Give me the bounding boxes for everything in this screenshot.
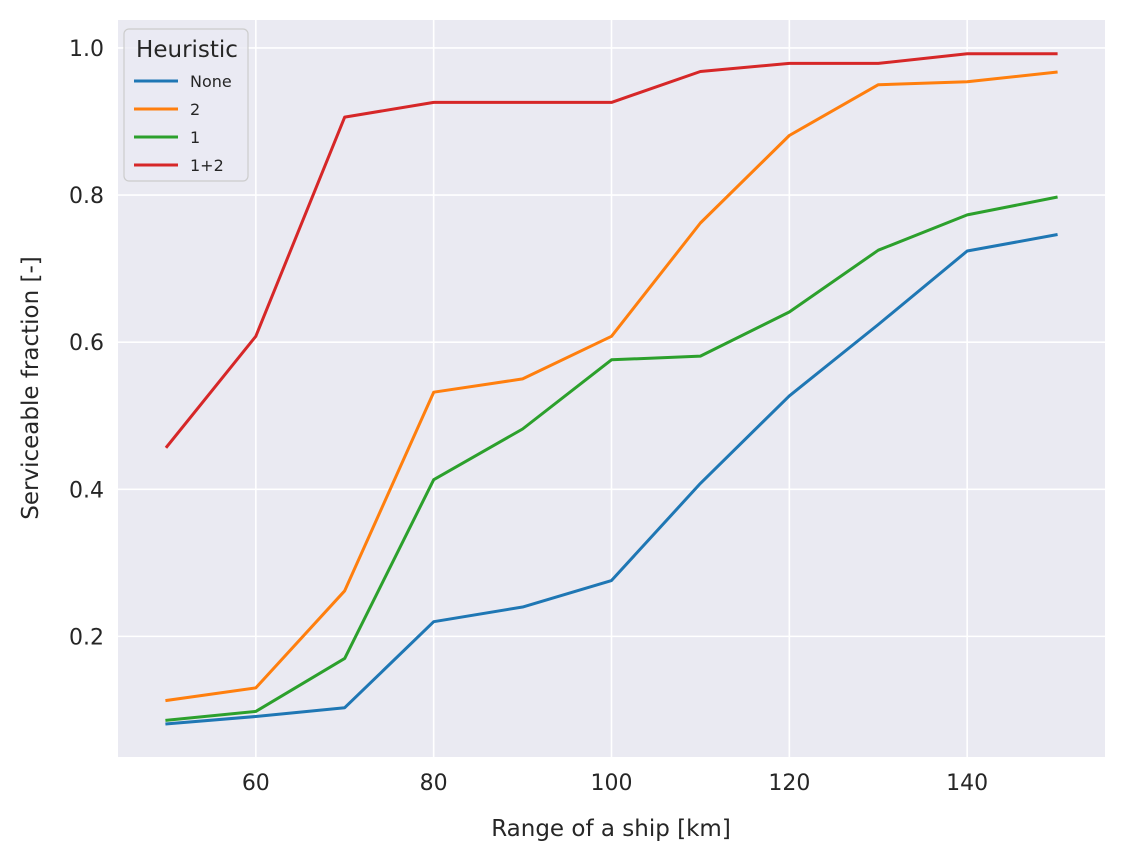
y-tick-label: 0.8 bbox=[69, 184, 104, 209]
y-tick-labels: 0.2 0.4 0.6 0.8 1.0 bbox=[69, 37, 104, 650]
x-tick-labels: 60 80 100 120 140 bbox=[242, 771, 988, 796]
legend-label: None bbox=[190, 72, 232, 91]
series-line-1 bbox=[165, 195, 1058, 722]
y-gridlines bbox=[118, 47, 1105, 638]
legend-label: 2 bbox=[190, 100, 200, 119]
x-tick-label: 60 bbox=[242, 771, 270, 796]
legend-label: 1+2 bbox=[190, 156, 224, 175]
series-line-2 bbox=[165, 70, 1058, 703]
y-tick-label: 0.4 bbox=[69, 478, 104, 503]
series-line-none bbox=[165, 233, 1058, 726]
y-tick-label: 0.2 bbox=[69, 625, 104, 650]
x-tick-label: 140 bbox=[946, 771, 988, 796]
legend-label: 1 bbox=[190, 128, 200, 147]
y-axis-label: Serviceable fraction [-] bbox=[18, 256, 44, 519]
x-tick-label: 100 bbox=[591, 771, 633, 796]
y-tick-label: 1.0 bbox=[69, 37, 104, 62]
legend-title: Heuristic bbox=[136, 37, 238, 63]
legend: Heuristic None 2 1 1+2 bbox=[123, 28, 249, 182]
x-tick-label: 120 bbox=[768, 771, 810, 796]
series-lines bbox=[164, 52, 1058, 726]
legend-items: None 2 1 1+2 bbox=[134, 72, 232, 175]
y-tick-label: 0.6 bbox=[69, 331, 104, 356]
series-line-1-2 bbox=[164, 52, 1058, 449]
legend-box bbox=[123, 28, 249, 182]
x-tick-label: 80 bbox=[420, 771, 448, 796]
x-axis-label: Range of a ship [km] bbox=[491, 816, 731, 842]
x-gridlines bbox=[255, 20, 968, 757]
